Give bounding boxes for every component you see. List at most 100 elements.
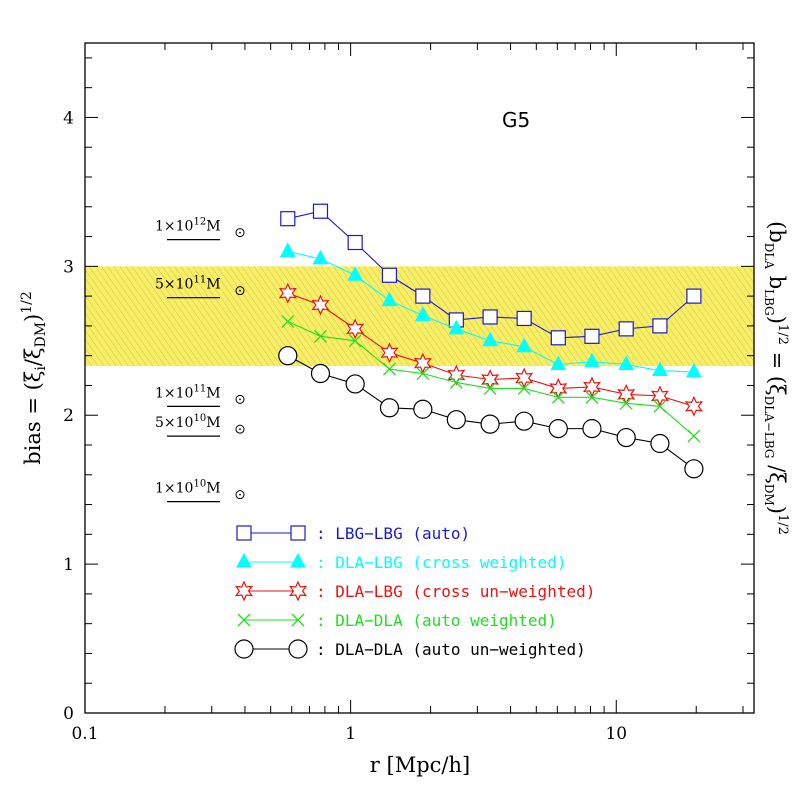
data-point bbox=[413, 399, 433, 419]
legend-marker bbox=[290, 525, 306, 541]
data-point bbox=[516, 337, 532, 353]
data-point bbox=[582, 419, 602, 439]
mass-label: 1×1011M bbox=[155, 383, 221, 401]
series-layer bbox=[278, 203, 704, 479]
legend-item: : LBG−LBG (auto) bbox=[236, 524, 470, 543]
data-point bbox=[550, 355, 567, 371]
data-point bbox=[684, 459, 704, 479]
legend-label: : DLA−LBG (cross un−weighted) bbox=[316, 582, 595, 601]
data-point bbox=[480, 414, 500, 434]
data-point bbox=[279, 242, 296, 257]
sun-symbol-dot bbox=[239, 493, 241, 496]
data-point bbox=[379, 398, 400, 418]
x-tick-label: 10 bbox=[605, 724, 627, 744]
sun-symbol-dot bbox=[239, 398, 241, 401]
data-point bbox=[618, 355, 635, 371]
legend-marker bbox=[288, 639, 308, 659]
data-point bbox=[281, 314, 295, 328]
data-point bbox=[482, 309, 498, 325]
data-point bbox=[347, 234, 363, 251]
legend-item: : DLA−LBG (cross weighted) bbox=[236, 552, 566, 572]
y-tick-label: 3 bbox=[63, 257, 74, 277]
sun-symbol-icon bbox=[235, 424, 245, 434]
data-point bbox=[413, 352, 432, 374]
axis-ticks: 0.1 1 10 0 1 2 3 4 bbox=[63, 43, 754, 744]
legend-item: : DLA−DLA (auto weighted) bbox=[237, 611, 557, 630]
legend-label: : DLA−LBG (cross weighted) bbox=[316, 553, 566, 572]
data-point bbox=[448, 319, 465, 335]
data-point bbox=[584, 352, 600, 368]
data-point bbox=[650, 433, 670, 454]
data-point bbox=[684, 395, 703, 417]
x-tick-label: 1 bbox=[345, 724, 356, 744]
series-cross bbox=[281, 314, 701, 443]
legend: : LBG−LBG (auto) : DLA−LBG (cross weighte… bbox=[234, 524, 595, 659]
data-point bbox=[650, 385, 669, 407]
data-point bbox=[312, 249, 329, 265]
data-point bbox=[516, 310, 532, 327]
data-point bbox=[382, 362, 396, 376]
series-circle bbox=[278, 346, 704, 479]
data-point bbox=[686, 362, 702, 378]
mass-label: 1×1010M bbox=[155, 479, 221, 497]
legend-marker bbox=[236, 552, 252, 568]
data-point bbox=[687, 429, 701, 443]
data-point bbox=[652, 361, 668, 377]
data-point bbox=[280, 211, 296, 227]
y-tick-label: 4 bbox=[63, 108, 74, 128]
data-point bbox=[348, 334, 362, 348]
data-point bbox=[415, 306, 431, 321]
data-point bbox=[345, 374, 365, 394]
y-tick-label: 1 bbox=[63, 555, 74, 575]
sun-symbol-dot bbox=[239, 231, 241, 234]
legend-marker bbox=[288, 580, 308, 602]
series-square bbox=[280, 203, 702, 346]
data-point bbox=[449, 376, 463, 389]
legend-marker bbox=[237, 613, 251, 627]
data-point bbox=[314, 329, 327, 343]
data-point bbox=[346, 318, 365, 340]
data-point bbox=[347, 266, 363, 281]
plot-frame bbox=[84, 42, 755, 714]
mass-scale-labels: 1×1012M 5×1011M 1×1011M 5×1010M 1×1010M bbox=[155, 217, 245, 503]
mass-label: 5×1010M bbox=[155, 413, 221, 431]
data-point bbox=[310, 363, 331, 384]
data-point bbox=[619, 396, 633, 410]
data-point bbox=[550, 330, 566, 346]
data-point bbox=[415, 288, 431, 304]
x-axis-title: r [Mpc/h] bbox=[370, 753, 470, 777]
sun-symbol-dot bbox=[239, 428, 241, 431]
y-tick-label: 0 bbox=[63, 704, 74, 724]
data-point bbox=[278, 346, 298, 366]
legend-item: : DLA−DLA (auto un−weighted) bbox=[234, 639, 586, 659]
data-point bbox=[585, 390, 599, 404]
data-point bbox=[686, 288, 702, 304]
data-point bbox=[311, 294, 330, 316]
data-point bbox=[446, 410, 466, 430]
legend-marker bbox=[234, 639, 254, 659]
data-point bbox=[312, 203, 329, 219]
mass-label: 1×1012M bbox=[155, 217, 221, 235]
y-axis-title: bias = (ξi/ξDM)1/2 bbox=[19, 291, 49, 465]
data-point bbox=[653, 399, 667, 413]
data-point bbox=[381, 267, 398, 283]
right-axis-title: (bDLA bLBG)1/2 = (ξDLA−LBG /ξDM)1/2 bbox=[762, 221, 790, 535]
data-point bbox=[381, 291, 398, 307]
series-triangle bbox=[279, 242, 702, 378]
sun-symbol-icon bbox=[235, 394, 245, 404]
data-point bbox=[582, 376, 601, 398]
data-point bbox=[618, 321, 634, 337]
sun-symbol-icon bbox=[235, 286, 245, 296]
sun-symbol-icon bbox=[235, 490, 245, 500]
data-point bbox=[482, 331, 498, 347]
data-point bbox=[616, 427, 636, 448]
data-point bbox=[652, 318, 668, 334]
data-point bbox=[278, 282, 297, 304]
sun-symbol-icon bbox=[235, 228, 245, 238]
legend-marker bbox=[234, 580, 254, 602]
mass-label: 5×1011M bbox=[155, 275, 221, 293]
data-point bbox=[416, 367, 430, 380]
data-point bbox=[548, 419, 568, 439]
legend-marker bbox=[291, 613, 305, 627]
